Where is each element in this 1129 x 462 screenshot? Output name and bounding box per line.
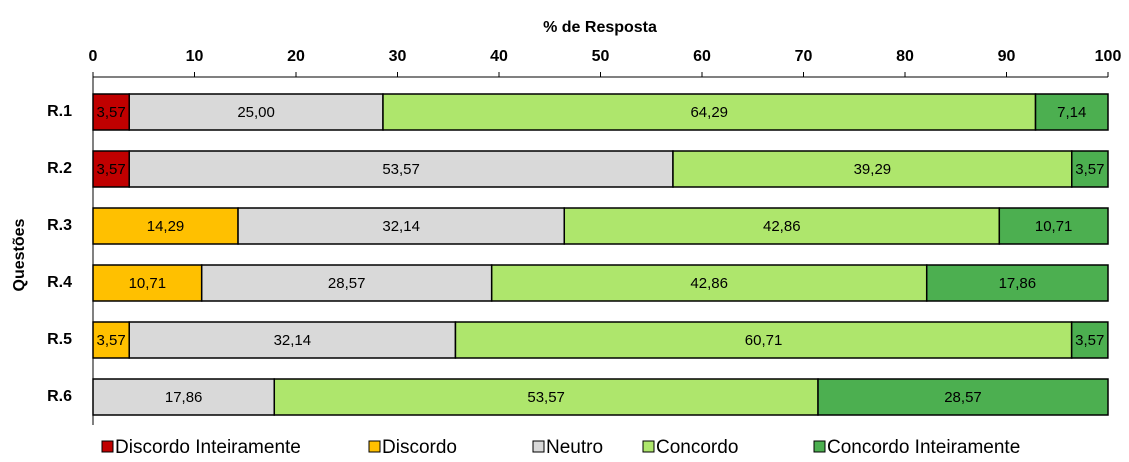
bar-segment — [92, 150, 130, 188]
bar-segment — [454, 321, 1073, 359]
bar-segment — [128, 93, 384, 131]
y-tick-label: R.6 — [47, 388, 72, 405]
x-tick-label: 30 — [389, 48, 407, 65]
y-tick-label: R.3 — [47, 217, 72, 234]
data-label: 17,86 — [165, 389, 203, 406]
x-tick-label: 80 — [896, 48, 914, 65]
data-label: 17,86 — [999, 275, 1037, 292]
data-label: 39,29 — [854, 161, 892, 178]
x-tick-label: 50 — [592, 48, 610, 65]
bar-segment — [563, 207, 1001, 245]
data-label: 28,57 — [944, 389, 982, 406]
bar-segment — [817, 378, 1109, 416]
bar-segment — [998, 207, 1109, 245]
legend-label: Discordo Inteiramente — [115, 437, 301, 458]
bar-segment — [1071, 150, 1109, 188]
bar-segment — [490, 264, 928, 302]
legend-label: Concordo — [656, 437, 738, 458]
data-label: 7,14 — [1057, 104, 1086, 121]
legend-swatch — [368, 440, 381, 453]
legend-label: Discordo — [382, 437, 457, 458]
data-label: 32,14 — [382, 218, 420, 235]
bar-segment — [128, 150, 674, 188]
data-label: 3,57 — [1075, 161, 1104, 178]
y-axis-title: Questões — [11, 218, 28, 291]
data-label: 3,57 — [1075, 332, 1104, 349]
bar-segment — [237, 207, 566, 245]
data-label: 28,57 — [328, 275, 366, 292]
data-label: 42,86 — [690, 275, 728, 292]
bar-segment — [1034, 93, 1109, 131]
x-tick-label: 0 — [89, 48, 98, 65]
x-tick-label: 20 — [287, 48, 305, 65]
data-label: 53,57 — [527, 389, 565, 406]
bar-segment — [672, 150, 1073, 188]
bar-segment — [128, 321, 457, 359]
bar-segment — [273, 378, 819, 416]
data-label: 32,14 — [274, 332, 312, 349]
legend-swatch — [101, 440, 114, 453]
data-label: 10,71 — [129, 275, 167, 292]
x-tick-label: 70 — [795, 48, 813, 65]
bar-segment — [92, 264, 203, 302]
data-label: 60,71 — [745, 332, 783, 349]
legend-label: Concordo Inteiramente — [827, 437, 1020, 458]
data-label: 3,57 — [97, 161, 126, 178]
bar-segment — [200, 264, 493, 302]
bar-segment — [1070, 321, 1109, 359]
legend-swatch — [813, 440, 826, 453]
x-tick-label: 60 — [693, 48, 711, 65]
legend-label: Neutro — [546, 437, 603, 458]
data-label: 10,71 — [1035, 218, 1073, 235]
bar-segment — [382, 93, 1037, 131]
bar-segment — [92, 207, 239, 245]
data-label: 42,86 — [763, 218, 801, 235]
legend-swatch — [642, 440, 655, 453]
data-label: 3,57 — [97, 104, 126, 121]
data-label: 53,57 — [382, 161, 420, 178]
bar-segment — [92, 321, 130, 359]
data-label: 14,29 — [147, 218, 185, 235]
y-tick-label: R.2 — [47, 160, 72, 177]
x-tick-label: 40 — [490, 48, 508, 65]
bar-segment — [925, 264, 1109, 302]
legend-swatch — [532, 440, 545, 453]
x-axis-title: % de Resposta — [543, 19, 657, 36]
data-label: 3,57 — [97, 332, 126, 349]
x-tick-label: 10 — [186, 48, 204, 65]
x-tick-label: 90 — [998, 48, 1016, 65]
y-tick-label: R.5 — [47, 331, 72, 348]
data-label: 25,00 — [237, 104, 275, 121]
y-tick-label: R.1 — [47, 103, 72, 120]
x-tick-label: 100 — [1095, 48, 1122, 65]
data-label: 64,29 — [690, 104, 728, 121]
y-tick-label: R.4 — [47, 274, 72, 291]
